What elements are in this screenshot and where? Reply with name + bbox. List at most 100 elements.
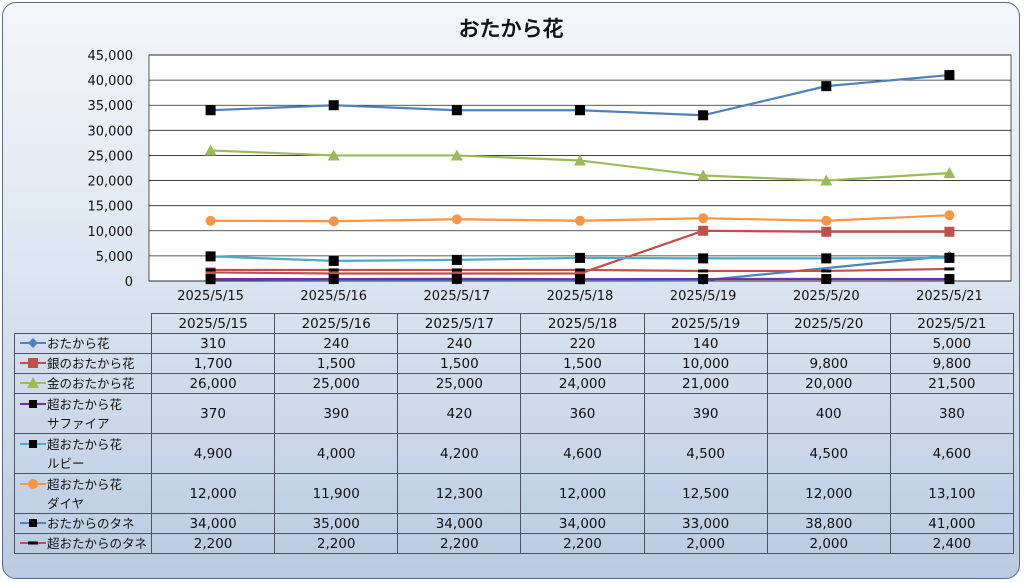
x-tick-label: 2025/5/21	[916, 289, 983, 304]
table-cell: 12,500	[643, 473, 768, 514]
series-legend-cell: おたからのタネ	[14, 513, 152, 534]
data-point-s7	[328, 100, 339, 111]
series-name: 銀のおたから花	[47, 356, 135, 371]
table-column-header: 2025/5/17	[397, 313, 522, 334]
data-point-s3	[943, 167, 956, 179]
table-cell: 33,000	[643, 513, 768, 534]
data-point-s6	[328, 216, 339, 227]
legend-marker-icon	[20, 399, 46, 408]
data-point-s2	[328, 268, 339, 279]
data-point-s2	[821, 226, 832, 237]
table-cell: 11,900	[274, 473, 399, 514]
table-row: おたからのタネ 34,000 35,000 34,000 34,000 33,000 38,…	[14, 513, 1014, 534]
series-legend-cell: おたから花	[14, 333, 152, 354]
table-cell: 2,000	[766, 533, 891, 554]
series-name: 超おたから花 ルビー	[47, 436, 123, 471]
table-cell: 310	[150, 333, 276, 354]
y-tick-label: 45,000	[88, 49, 134, 64]
series-legend-cell: 銀のおたから花	[14, 353, 152, 374]
table-column-header: 2025/5/19	[643, 313, 768, 334]
data-point-s5	[821, 253, 832, 264]
data-point-s3	[697, 169, 710, 181]
table-cell: 4,200	[397, 433, 522, 474]
series-name: 超おたからのタネ	[47, 536, 148, 551]
data-point-s3	[574, 154, 586, 166]
table-corner	[15, 314, 152, 334]
data-point-s6	[205, 215, 216, 226]
table-row: 銀のおたから花 1,700 1,500 1,500 1,500 10,000 9,800 9,…	[14, 353, 1014, 374]
data-point-s5	[698, 253, 709, 264]
chart-title: おたから花	[458, 17, 564, 41]
series-name: 超おたから花 ダイヤ	[47, 476, 123, 511]
legend-marker-icon	[20, 519, 46, 527]
table-cell: 4,500	[766, 433, 891, 474]
table-cell	[766, 333, 891, 354]
data-point-s8	[451, 268, 462, 272]
table-cell: 2,400	[889, 533, 1014, 554]
data-point-s7	[944, 70, 955, 81]
table-cell: 13,100	[889, 473, 1014, 514]
y-tick-label: 0	[125, 275, 133, 290]
table-cell: 10,000	[643, 353, 768, 374]
table-cell: 370	[150, 393, 276, 434]
data-point-s4	[451, 273, 462, 284]
series-name: おたからのタネ	[47, 516, 135, 531]
table-cell: 35,000	[274, 513, 399, 534]
legend-marker-icon	[20, 439, 46, 448]
line-chart-plot: 0 5,000 10,000 15,000 20,000 25,000 30,000 35,0…	[88, 49, 1012, 304]
table-cell: 12,300	[397, 473, 522, 514]
table-header-row: 2025/5/15 2025/5/16 2025/5/17 2025/5/18 2025…	[15, 313, 1014, 334]
table-column-header: 2025/5/15	[150, 313, 276, 334]
data-point-s6	[575, 215, 585, 226]
table-cell: 140	[643, 333, 768, 354]
table-cell: 380	[889, 393, 1014, 434]
data-point-s6	[821, 215, 832, 226]
series-legend-cell: 金のおたから花	[14, 373, 152, 394]
legend-marker-icon	[20, 541, 46, 545]
data-point-s6	[944, 210, 955, 221]
data-point-s6	[698, 213, 709, 224]
data-point-s5	[451, 254, 462, 265]
data-point-s4	[698, 274, 709, 285]
table-cell: 34,000	[520, 513, 645, 534]
table-cell: 1,500	[520, 353, 645, 374]
data-point-s4	[944, 274, 955, 285]
table-cell: 4,600	[520, 433, 645, 474]
data-point-s5	[575, 252, 585, 263]
y-tick-label: 25,000	[88, 149, 134, 164]
table-cell: 34,000	[150, 513, 276, 534]
data-point-s8	[205, 268, 216, 272]
data-point-s5	[328, 255, 339, 266]
data-point-s2	[575, 268, 585, 279]
table-cell: 400	[766, 393, 891, 434]
table-cell: 4,500	[643, 433, 768, 474]
data-table: 2025/5/15 2025/5/16 2025/5/17 2025/5/18 2025…	[14, 313, 1014, 554]
table-cell: 1,500	[274, 353, 399, 374]
table-cell: 4,600	[889, 433, 1014, 474]
data-point-s7	[821, 81, 832, 92]
table-cell: 25,000	[397, 373, 522, 394]
data-point-s2	[944, 226, 955, 237]
x-tick-label: 2025/5/19	[670, 289, 737, 304]
data-point-s7	[205, 105, 216, 116]
table-cell: 25,000	[274, 373, 399, 394]
table-cell: 9,800	[766, 353, 891, 374]
table-cell: 4,000	[274, 433, 399, 474]
x-tick-label: 2025/5/18	[547, 289, 614, 304]
legend-marker-icon	[20, 377, 46, 388]
data-point-s7	[451, 105, 462, 116]
table-row: おたから花 310 240 240 220 140 5,000	[14, 333, 1014, 354]
data-point-s3	[450, 149, 463, 161]
table-cell: 9,800	[889, 353, 1014, 374]
table-cell: 20,000	[766, 373, 891, 394]
table-cell: 24,000	[520, 373, 645, 394]
series-legend-cell: 超おたから花 ルビー	[14, 433, 152, 474]
series-name: 金のおたから花	[47, 376, 135, 391]
data-point-s2	[205, 267, 216, 278]
table-column-header: 2025/5/21	[889, 313, 1014, 334]
table-cell: 5,000	[889, 333, 1014, 354]
data-point-s7	[698, 110, 709, 121]
data-point-s8	[821, 269, 832, 273]
table-row: 超おたから花 ダイヤ 12,000 11,900 12,300 12,000 12,500…	[14, 473, 1014, 514]
x-tick-label: 2025/5/15	[177, 289, 244, 304]
